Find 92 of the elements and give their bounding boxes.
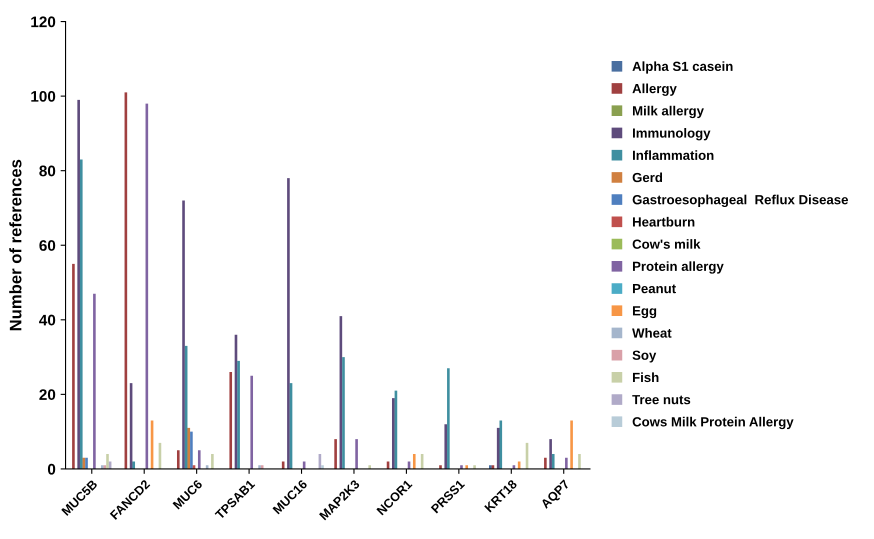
bar — [190, 432, 193, 469]
y-axis-title: Number of references — [9, 160, 22, 330]
bar — [104, 465, 106, 469]
bar — [526, 442, 528, 469]
y-tick-label: 120 — [31, 16, 56, 28]
bar — [340, 316, 342, 469]
bar — [93, 294, 96, 469]
bar — [108, 461, 112, 469]
bar — [460, 465, 463, 469]
legend-label: Alpha S1 casein — [632, 61, 732, 74]
bar — [211, 454, 214, 469]
legend-label: Cow's milk — [632, 239, 701, 249]
bar — [282, 461, 284, 469]
legend-label: Inflammation — [632, 150, 714, 160]
bar — [146, 104, 148, 469]
legend-label: Tree nuts — [632, 395, 690, 404]
legend-label: Soy — [632, 350, 656, 363]
bar — [206, 465, 208, 469]
y-tick-label: 0 — [48, 464, 56, 475]
bar — [82, 458, 86, 469]
y-tick-label: 40 — [39, 314, 56, 326]
legend-label: Egg — [632, 306, 656, 318]
bar — [150, 420, 154, 469]
legend-label: Gastroesophageal Reflux Disease — [632, 194, 848, 208]
bar — [72, 264, 75, 469]
bar — [565, 458, 568, 469]
bar — [355, 439, 358, 469]
bar — [578, 454, 581, 469]
bar — [124, 92, 128, 469]
y-tick-label: 80 — [39, 166, 56, 176]
bar — [106, 454, 109, 469]
bar — [496, 428, 500, 469]
bar — [302, 461, 306, 469]
bar — [260, 465, 264, 469]
bar — [447, 368, 450, 469]
bar — [258, 465, 261, 469]
bar — [342, 357, 345, 469]
bar — [290, 383, 292, 469]
legend-label: Peanut — [632, 284, 676, 294]
bar — [176, 450, 180, 469]
legend-label: Heartburn — [632, 216, 694, 227]
legend-label: Milk allergy — [632, 106, 704, 118]
bar — [130, 383, 132, 469]
bar — [444, 424, 448, 469]
bar — [318, 454, 322, 469]
bar — [334, 439, 337, 469]
bar — [85, 458, 88, 469]
bar — [392, 398, 395, 469]
bar — [132, 461, 136, 469]
bar — [182, 200, 185, 469]
legend-label: Gerd — [632, 172, 662, 182]
bar — [184, 346, 188, 469]
bar — [512, 465, 516, 469]
bar — [420, 454, 424, 469]
bar — [492, 465, 494, 469]
legend-label: Fish — [632, 372, 658, 382]
bar — [77, 100, 80, 469]
bar — [192, 465, 196, 469]
bar — [250, 376, 254, 469]
bar — [518, 461, 520, 469]
bar — [489, 465, 492, 469]
bar — [412, 454, 416, 469]
bar — [549, 439, 552, 469]
y-tick-label: 100 — [31, 90, 56, 102]
y-tick-label: 20 — [39, 389, 56, 400]
bar — [544, 458, 547, 469]
bar — [229, 372, 232, 469]
bar — [465, 465, 468, 469]
bar — [394, 390, 398, 469]
bar — [570, 420, 573, 469]
bar — [386, 461, 390, 469]
legend-label: Cows Milk Protein Allergy — [632, 416, 794, 430]
bar — [234, 334, 238, 469]
bar — [439, 465, 442, 469]
y-tick-label: 60 — [39, 240, 56, 251]
bar — [473, 465, 476, 469]
bar — [499, 420, 502, 469]
bar — [552, 454, 555, 469]
bar — [237, 360, 240, 469]
bar — [408, 461, 410, 469]
bar — [287, 178, 290, 469]
legend-label: Wheat — [632, 328, 672, 338]
bar — [100, 465, 104, 469]
bar — [368, 465, 372, 469]
bar — [80, 160, 83, 469]
legend-label: Immunology — [632, 128, 710, 140]
legend-label: Protein allergy — [632, 261, 724, 274]
bar — [198, 450, 201, 469]
legend-label: Allergy — [632, 84, 677, 96]
bar — [187, 428, 190, 469]
bar — [321, 465, 324, 469]
bar — [158, 442, 162, 469]
